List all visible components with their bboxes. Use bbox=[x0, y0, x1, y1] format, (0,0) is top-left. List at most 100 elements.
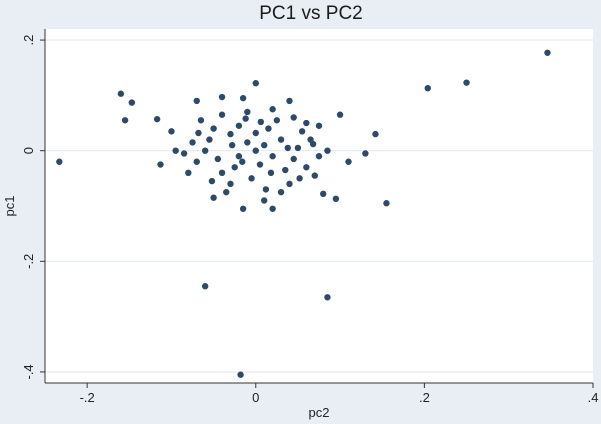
data-point bbox=[383, 200, 390, 207]
data-point bbox=[210, 125, 217, 132]
data-point bbox=[320, 190, 327, 198]
data-point bbox=[315, 122, 323, 129]
data-point bbox=[231, 164, 238, 171]
data-point bbox=[261, 141, 268, 149]
data-point bbox=[227, 180, 234, 188]
data-point bbox=[248, 175, 255, 182]
data-point bbox=[227, 130, 234, 138]
data-point bbox=[242, 115, 249, 122]
data-point bbox=[180, 150, 188, 157]
data-point bbox=[298, 128, 306, 135]
x-axis-ticks: -.2 0 .2 .4 bbox=[80, 383, 599, 405]
data-point bbox=[128, 99, 136, 106]
data-point bbox=[463, 79, 470, 86]
data-point bbox=[153, 115, 161, 123]
y-axis-label: pc1 bbox=[2, 196, 17, 217]
data-point bbox=[544, 49, 551, 56]
data-point bbox=[424, 84, 431, 92]
data-point bbox=[168, 128, 175, 135]
data-point bbox=[309, 140, 317, 148]
data-point bbox=[214, 155, 222, 163]
data-point bbox=[257, 118, 265, 126]
data-point bbox=[282, 166, 289, 174]
y-tick-label: -.4 bbox=[21, 364, 36, 379]
data-point bbox=[332, 195, 340, 203]
data-point bbox=[210, 194, 217, 201]
data-point bbox=[197, 117, 205, 124]
x-tick-label: .4 bbox=[588, 390, 599, 405]
data-point bbox=[315, 153, 323, 160]
y-axis-ticks: .2 0 -.2 -.4 bbox=[21, 35, 45, 380]
data-point bbox=[201, 147, 209, 154]
data-point bbox=[252, 147, 259, 154]
data-point bbox=[324, 294, 331, 301]
data-point bbox=[267, 169, 275, 177]
data-point bbox=[269, 106, 276, 113]
gridlines bbox=[45, 39, 593, 373]
data-point bbox=[324, 147, 331, 154]
x-tick-label: .2 bbox=[419, 390, 430, 405]
data-point bbox=[223, 188, 230, 196]
data-point bbox=[294, 144, 302, 152]
data-point bbox=[336, 111, 344, 118]
data-point bbox=[277, 136, 285, 143]
plot-area bbox=[45, 29, 593, 383]
x-axis-label: pc2 bbox=[309, 405, 330, 420]
data-point bbox=[172, 147, 179, 154]
data-point bbox=[265, 125, 272, 132]
data-point bbox=[218, 169, 226, 177]
data-point bbox=[290, 114, 297, 121]
data-point bbox=[235, 153, 243, 160]
data-point bbox=[239, 94, 247, 102]
data-point bbox=[303, 119, 310, 127]
y-tick-label: -.2 bbox=[21, 254, 36, 269]
data-point bbox=[290, 155, 297, 163]
data-point bbox=[235, 122, 243, 129]
data-point bbox=[362, 150, 369, 157]
y-tick-label: .2 bbox=[21, 35, 36, 46]
data-point bbox=[206, 136, 213, 143]
data-point bbox=[201, 283, 209, 290]
data-point bbox=[261, 197, 268, 204]
data-point bbox=[286, 97, 293, 105]
data-point bbox=[252, 80, 259, 87]
data-points bbox=[56, 49, 551, 378]
data-point bbox=[239, 205, 247, 212]
data-point bbox=[277, 188, 285, 196]
data-point bbox=[303, 164, 310, 171]
data-point bbox=[228, 141, 236, 149]
data-point bbox=[237, 371, 244, 378]
y-tick-label: 0 bbox=[21, 147, 36, 154]
data-point bbox=[239, 158, 246, 165]
data-point bbox=[121, 117, 129, 124]
data-point bbox=[193, 158, 200, 165]
data-point bbox=[256, 161, 264, 168]
data-point bbox=[195, 129, 202, 137]
data-point bbox=[296, 175, 303, 182]
chart-title: PC1 vs PC2 bbox=[259, 3, 362, 24]
data-point bbox=[218, 111, 226, 118]
data-point bbox=[286, 180, 293, 188]
data-point bbox=[252, 129, 259, 137]
data-point bbox=[262, 186, 270, 193]
data-point bbox=[244, 108, 251, 116]
data-point bbox=[269, 153, 276, 160]
x-tick-label: -.2 bbox=[80, 390, 95, 405]
data-point bbox=[193, 97, 200, 105]
data-point bbox=[208, 177, 216, 185]
data-point bbox=[157, 161, 164, 168]
data-point bbox=[56, 158, 63, 165]
data-point bbox=[273, 117, 281, 124]
data-point bbox=[269, 205, 276, 212]
data-point bbox=[372, 130, 379, 138]
data-point bbox=[284, 144, 292, 152]
data-point bbox=[218, 93, 226, 101]
data-point bbox=[311, 172, 318, 179]
data-point bbox=[244, 139, 251, 146]
data-point bbox=[345, 158, 352, 165]
data-point bbox=[117, 90, 125, 97]
x-tick-label: 0 bbox=[252, 390, 259, 405]
data-point bbox=[189, 139, 196, 146]
data-point bbox=[185, 169, 192, 177]
